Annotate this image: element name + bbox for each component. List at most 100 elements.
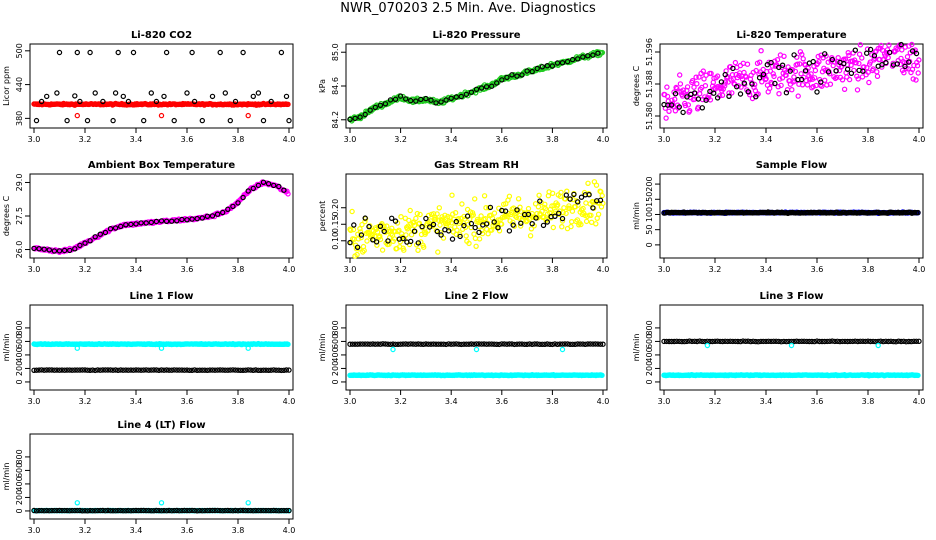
rh-point <box>482 215 488 222</box>
line3-point <box>725 338 731 345</box>
line1-point <box>207 367 213 373</box>
rh-point <box>549 203 555 209</box>
line1-point <box>168 367 175 373</box>
y-tick-label: 500 <box>15 43 24 58</box>
line3-point <box>806 338 813 345</box>
data-points <box>347 341 606 379</box>
rh-point-black <box>434 228 440 235</box>
temperature-point-black <box>829 56 836 63</box>
y-tick-label: 0 <box>645 242 654 247</box>
temperature-point <box>718 85 724 92</box>
co2-point <box>74 49 81 56</box>
rh-point-black <box>419 223 425 230</box>
line3-point <box>699 338 705 345</box>
temperature-point-black <box>764 61 771 68</box>
co2-point <box>77 98 83 105</box>
line3-point <box>870 338 876 345</box>
line4-point <box>130 507 137 514</box>
y-axis-label: ml/min <box>632 202 641 230</box>
line3-point <box>663 338 670 345</box>
rh-point <box>498 221 505 227</box>
x-tick-label: 3.4 <box>130 397 143 406</box>
line3-point <box>804 338 810 345</box>
line3-point <box>860 338 866 344</box>
panel-line3: Line 3 Flow 3.0 3.2 3.4 3.6 3.8 4.0 0 2004006008… <box>632 291 925 406</box>
temperature-point <box>708 70 714 77</box>
line2-point <box>400 341 406 347</box>
co2-point <box>250 93 256 100</box>
temperature-point <box>677 72 683 78</box>
temperature-point-black <box>691 90 698 96</box>
rh-point-black <box>540 222 547 229</box>
temperature-point-black <box>749 81 755 87</box>
line1-point <box>94 367 101 373</box>
line1-point <box>163 367 170 373</box>
panel-title: Li-820 CO2 <box>131 30 192 41</box>
temperature-point <box>700 68 707 74</box>
rh-point <box>470 212 476 218</box>
line1-point <box>138 367 144 373</box>
rh-point <box>349 208 355 215</box>
temperature-point-black <box>779 62 786 68</box>
co2-point <box>130 49 137 56</box>
x-tick-label: 3.4 <box>760 397 773 406</box>
temperature-point-black <box>714 95 721 101</box>
line4-point <box>181 507 188 514</box>
rh-point-black <box>506 228 513 234</box>
y-tick-label: 800 <box>15 320 24 335</box>
line3-point <box>735 338 741 345</box>
line4-point <box>168 508 175 514</box>
line1-point <box>54 367 60 373</box>
rh-point <box>457 231 463 237</box>
rh-point-black <box>552 213 558 219</box>
pressure-point-black <box>494 80 500 86</box>
line4-point <box>217 507 223 514</box>
rh-point <box>437 222 443 228</box>
ambient-point-black <box>189 216 195 222</box>
line3-point <box>898 338 904 345</box>
line4-point <box>72 507 78 514</box>
rh-point-black <box>525 211 532 218</box>
pressure-point-black <box>408 97 414 104</box>
line4-point <box>38 507 45 514</box>
y-axis-label: ml/min <box>2 334 11 362</box>
temperature-point <box>795 93 801 99</box>
line1-point <box>245 367 251 373</box>
pressure-point-black <box>504 74 510 81</box>
y-tick-label: 200 <box>15 490 24 505</box>
line1-point <box>250 367 256 373</box>
pressure-point-black <box>382 101 389 107</box>
line3-point <box>707 338 713 345</box>
pressure-point-black <box>483 84 490 90</box>
line1-point <box>253 367 259 373</box>
temperature-point <box>875 45 881 52</box>
line4-point <box>135 507 142 514</box>
temperature-point <box>839 77 846 83</box>
rh-point <box>528 226 535 232</box>
temperature-point <box>916 57 922 63</box>
line2-point <box>471 341 477 347</box>
line3-point <box>791 338 797 345</box>
line3-point <box>776 338 782 345</box>
line1-point <box>158 367 165 373</box>
line4-point <box>278 507 284 514</box>
temperature-point <box>864 64 870 71</box>
line3-point <box>901 338 907 344</box>
data-points <box>31 340 292 374</box>
line3-point <box>697 338 703 344</box>
line4-point <box>263 507 269 514</box>
rh-point <box>511 223 518 229</box>
ambient-point-black <box>77 242 83 249</box>
line1-point <box>84 367 91 373</box>
rh-point <box>433 216 439 222</box>
ambient-point-black <box>102 229 109 236</box>
x-tick-label: 3.8 <box>862 265 875 274</box>
rh-point <box>554 201 561 208</box>
co2-point <box>189 49 195 56</box>
y-axis-label: ml/min <box>632 334 641 362</box>
temperature-point-black <box>860 68 866 74</box>
data-points <box>347 179 606 259</box>
line2-point <box>552 341 558 347</box>
line1-point <box>217 367 223 373</box>
line4-point <box>207 507 213 514</box>
